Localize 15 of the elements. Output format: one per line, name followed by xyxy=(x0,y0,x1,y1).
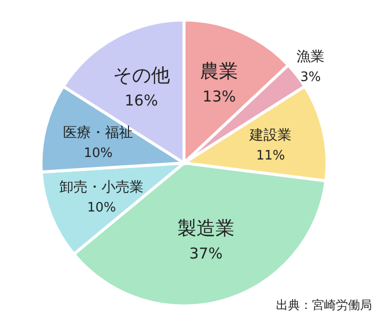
slice-label: 卸売・小売業 xyxy=(60,180,144,196)
slice-label: 建設業 xyxy=(248,128,292,144)
data-label: 11% xyxy=(256,148,285,164)
data-label: 10% xyxy=(84,146,113,161)
slice-label: その他 xyxy=(112,64,170,86)
data-label: 37% xyxy=(189,244,223,263)
slice-label: 農業 xyxy=(200,60,238,83)
slice-label: 医療・福祉 xyxy=(63,124,134,141)
slice-label: 製造業 xyxy=(177,218,234,240)
data-label: 3% xyxy=(300,70,321,85)
source-note: 出典：宮崎労働局 xyxy=(276,298,372,312)
data-label: 10% xyxy=(87,200,116,216)
data-label: 13% xyxy=(202,88,236,106)
data-label: 16% xyxy=(124,91,158,110)
slice-label: 漁業 xyxy=(296,48,325,65)
